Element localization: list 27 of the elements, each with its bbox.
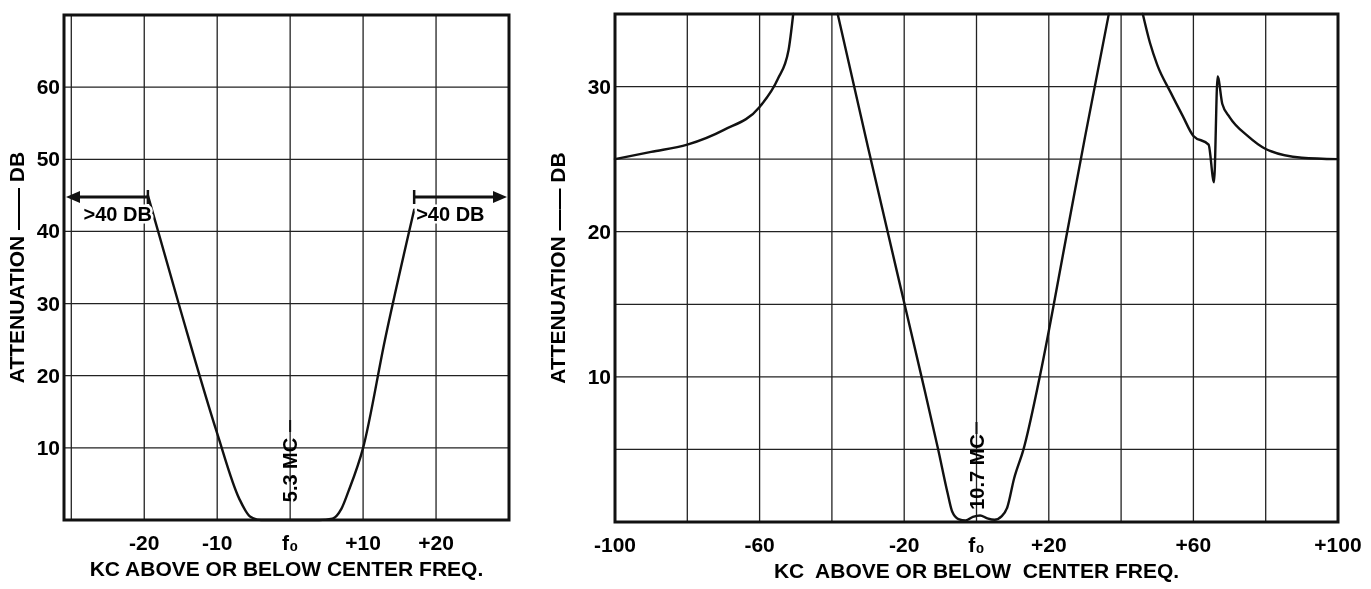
x-tick-label: -20 (129, 531, 160, 554)
x-tick-label: +60 (1175, 533, 1212, 556)
x-tick-label: f₀ (281, 531, 299, 554)
y-tick-label: 20 (587, 219, 611, 243)
annotation: 10.7 MC (965, 434, 988, 510)
y-tick-label: 30 (36, 291, 60, 315)
y-tick-label: 10 (587, 364, 611, 388)
x-tick-label: -20 (889, 533, 920, 556)
y-tick-label: 60 (36, 75, 60, 99)
x-tick-label: -60 (744, 533, 775, 556)
x-tick-label: +20 (418, 531, 454, 554)
x-axis-title: KC ABOVE OR BELOW CENTER FREQ. (89, 557, 484, 580)
y-tick-label: 20 (36, 363, 60, 387)
y-tick-label: 30 (587, 74, 611, 98)
x-tick-label: f₀ (968, 533, 985, 556)
y-tick-label: 50 (36, 147, 60, 171)
y-tick-label: 40 (36, 219, 60, 243)
y-axis-title: ATTENUATION —— DB (546, 152, 569, 384)
x-tick-label: -10 (202, 531, 233, 554)
x-tick-label: +100 (1314, 533, 1362, 556)
y-tick-label: 10 (36, 435, 60, 459)
x-tick-label: +10 (345, 531, 381, 554)
x-tick-label: +20 (1030, 533, 1067, 556)
annotation: 5.3 MC (279, 437, 302, 503)
x-axis-title: KC ABOVE OR BELOW CENTER FREQ. (773, 559, 1180, 582)
y-axis-title: ATTENUATION —— DB (5, 151, 28, 384)
x-tick-label: -100 (593, 533, 637, 556)
